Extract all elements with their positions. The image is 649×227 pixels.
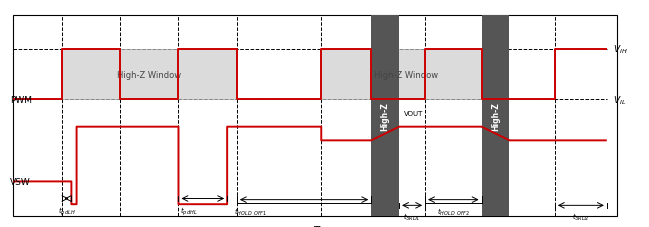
Text: $t_{HOLD\_OFF1}$: $t_{HOLD\_OFF1}$ (234, 206, 267, 219)
Text: $t_{HOLD\_OFF2}$: $t_{HOLD\_OFF2}$ (437, 206, 470, 219)
Text: $t_{pdLH}$: $t_{pdLH}$ (58, 204, 76, 217)
Text: $t_{3RD1}$: $t_{3RD1}$ (404, 210, 421, 222)
Text: VOUT: VOUT (404, 111, 423, 116)
Text: High-Z Window: High-Z Window (374, 70, 437, 79)
Text: Time: Time (313, 225, 336, 227)
Bar (321, 50, 490, 100)
Text: High-Z: High-Z (381, 101, 389, 130)
Bar (371, 16, 399, 216)
Text: $V_{IL}$: $V_{IL}$ (613, 94, 626, 106)
Bar (62, 50, 237, 100)
Text: $t_{3RD2}$: $t_{3RD2}$ (572, 210, 589, 222)
Text: VSW: VSW (10, 177, 31, 186)
Text: $t_{pdHL}$: $t_{pdHL}$ (180, 204, 197, 217)
Text: High-Z Window: High-Z Window (117, 70, 181, 79)
Bar (13, 16, 617, 216)
Text: $V_{IH}$: $V_{IH}$ (613, 44, 628, 56)
Text: PWM: PWM (10, 95, 32, 104)
Bar (482, 16, 509, 216)
Text: High-Z: High-Z (491, 101, 500, 130)
